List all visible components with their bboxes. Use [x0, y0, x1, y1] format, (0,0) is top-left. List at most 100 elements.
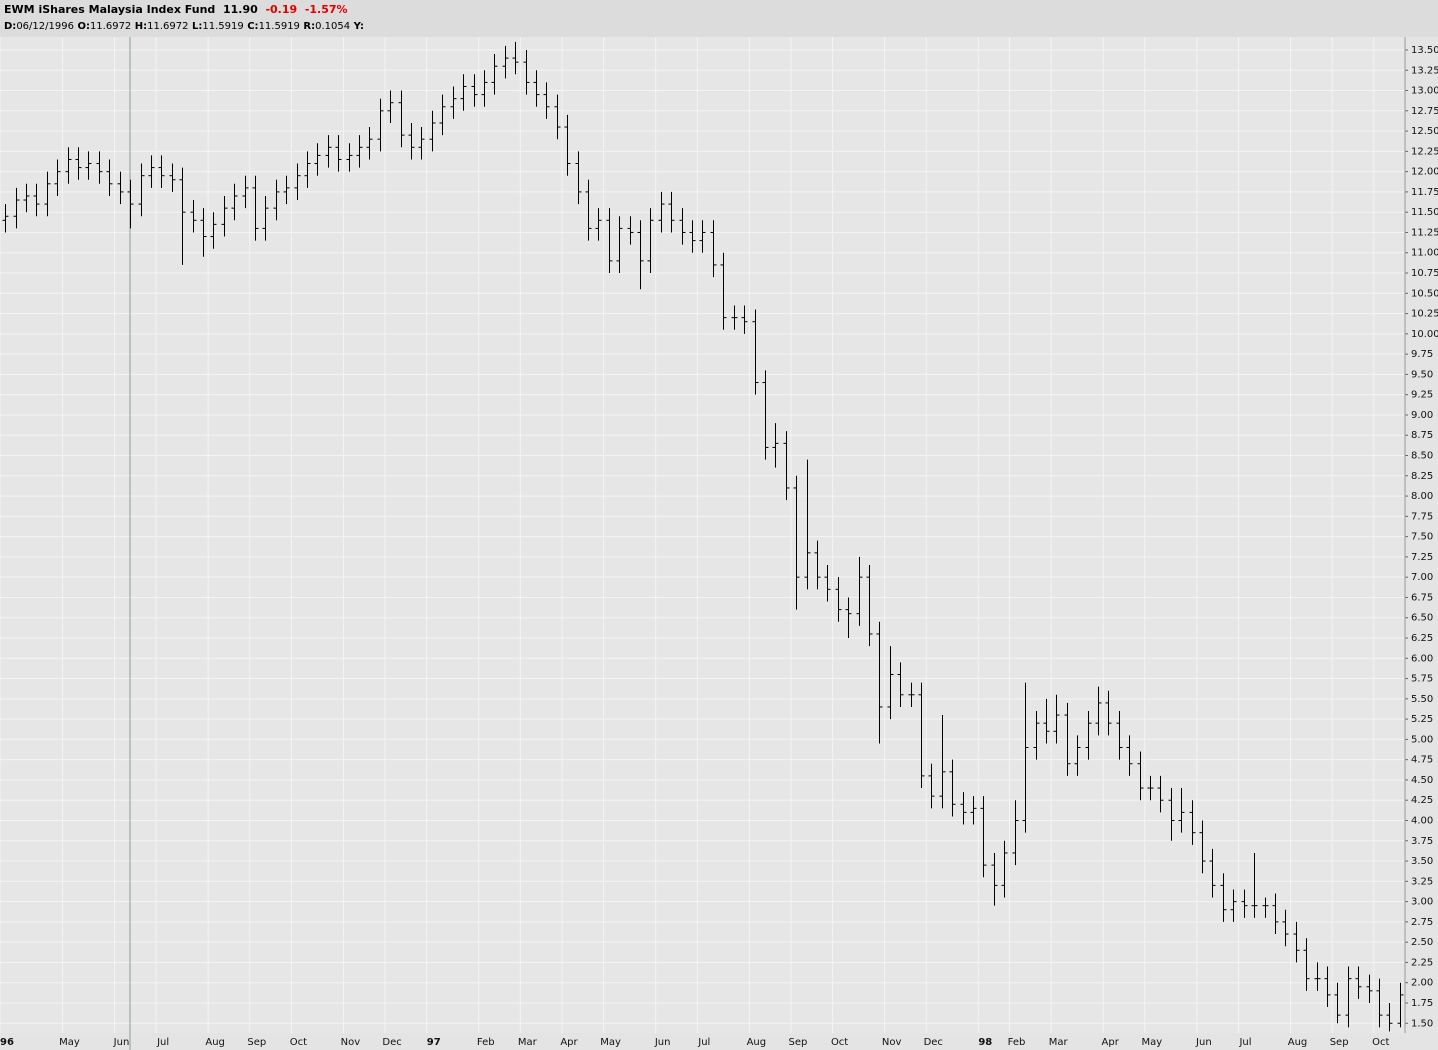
info-label: Y:: [353, 21, 364, 32]
x-tick-label: May: [600, 1037, 621, 1048]
plot-area: [0, 37, 1405, 1033]
y-tick-label: 9.00: [1411, 410, 1433, 421]
x-tick-label: Aug: [1288, 1037, 1308, 1048]
y-tick-label: 12.25: [1411, 146, 1438, 157]
x-tick-label: Jul: [697, 1037, 710, 1048]
info-label: H:: [134, 21, 148, 32]
change-pct: -1.57%: [304, 3, 348, 16]
y-tick-label: 8.00: [1411, 491, 1433, 502]
fund-name: iShares Malaysia Index Fund: [38, 3, 216, 16]
y-tick-label: 7.25: [1411, 552, 1433, 563]
x-tick-label: Oct: [1372, 1037, 1389, 1048]
x-tick-label: 97: [427, 1037, 441, 1048]
x-tick-label: Nov: [341, 1037, 361, 1048]
y-tick-label: 1.75: [1411, 998, 1433, 1009]
x-tick-label: Jun: [1195, 1037, 1212, 1048]
x-tick-label: Apr: [560, 1037, 578, 1048]
info-value: 11.6972: [89, 21, 132, 32]
x-tick-label: Jun: [113, 1037, 130, 1048]
y-tick-label: 13.25: [1411, 65, 1438, 76]
x-tick-label: Aug: [747, 1037, 767, 1048]
change: -0.19: [265, 3, 298, 16]
x-tick-label: Aug: [205, 1037, 225, 1048]
y-tick-label: 5.00: [1411, 734, 1433, 745]
x-tick-label: Jul: [156, 1037, 169, 1048]
y-tick-label: 13.50: [1411, 45, 1438, 56]
y-tick-label: 3.75: [1411, 836, 1433, 847]
y-tick-label: 4.25: [1411, 795, 1433, 806]
y-tick-label: 13.00: [1411, 86, 1438, 97]
info-value: 0.1054: [315, 21, 351, 32]
x-tick-label: 96: [0, 1037, 14, 1048]
info-label: R:: [303, 21, 316, 32]
x-tick-label: Oct: [290, 1037, 307, 1048]
y-tick-label: 2.50: [1411, 937, 1433, 948]
y-tick-label: 11.50: [1411, 207, 1438, 218]
x-tick-label: Feb: [1008, 1037, 1026, 1048]
symbol: EWM: [4, 3, 35, 16]
chart: 1.50 1.75 2.00 2.25 2.50 2.75 3.00 3.25 3.50 3.75…: [0, 37, 1438, 1050]
x-tick-label: Dec: [382, 1037, 401, 1048]
x-tick-label: Feb: [477, 1037, 495, 1048]
y-tick-label: 7.00: [1411, 572, 1433, 583]
info-value: 11.6972: [147, 21, 189, 32]
x-tick-label: Sep: [247, 1037, 266, 1048]
y-tick-label: 3.50: [1411, 856, 1433, 867]
y-tick-label: 4.75: [1411, 755, 1433, 766]
x-tick-label: Mar: [518, 1037, 538, 1048]
y-tick-label: 2.75: [1411, 917, 1433, 928]
y-tick-label: 7.50: [1411, 532, 1433, 543]
x-tick-label: May: [1141, 1037, 1162, 1048]
y-tick-label: 9.50: [1411, 369, 1433, 380]
y-tick-label: 5.75: [1411, 674, 1433, 685]
y-tick-label: 8.50: [1411, 451, 1433, 462]
y-tick-label: 10.25: [1411, 309, 1438, 320]
y-tick-label: 11.75: [1411, 187, 1438, 198]
y-tick-label: 12.75: [1411, 106, 1438, 117]
quote-line: EWM iShares Malaysia Index Fund 11.90 -0…: [4, 3, 348, 16]
y-tick-label: 8.75: [1411, 430, 1433, 441]
y-tick-label: 6.00: [1411, 653, 1433, 664]
y-tick-label: 2.00: [1411, 978, 1433, 989]
y-tick-label: 8.25: [1411, 471, 1433, 482]
y-tick-label: 9.75: [1411, 349, 1433, 360]
y-tick-label: 7.75: [1411, 511, 1433, 522]
y-tick-label: 3.00: [1411, 897, 1433, 908]
x-tick-label: Oct: [831, 1037, 848, 1048]
y-tick-label: 1.50: [1411, 1018, 1433, 1029]
info-value: 06/12/1996: [16, 21, 74, 32]
x-tick-label: Jun: [654, 1037, 671, 1048]
last-price: 11.90: [222, 3, 258, 16]
x-tick-label: Sep: [1330, 1037, 1349, 1048]
info-label: D:: [4, 21, 17, 32]
y-tick-label: 12.00: [1411, 167, 1438, 178]
x-tick-label: Nov: [882, 1037, 902, 1048]
info-label: C:: [247, 21, 259, 32]
y-tick-label: 12.50: [1411, 126, 1438, 137]
x-tick-label: May: [59, 1037, 80, 1048]
header: EWM iShares Malaysia Index Fund 11.90 -0…: [0, 0, 1438, 37]
y-tick-label: 6.75: [1411, 592, 1433, 603]
y-tick-label: 10.00: [1411, 329, 1438, 340]
y-tick-label: 9.25: [1411, 390, 1433, 401]
info-label: L:: [192, 21, 203, 32]
y-tick-label: 2.25: [1411, 957, 1433, 968]
info-line: D:06/12/1996 O:11.6972 H:11.6972 L:11.59…: [4, 21, 367, 32]
y-tick-label: 4.50: [1411, 775, 1433, 786]
info-value: 11.5919: [258, 21, 300, 32]
y-tick-label: 3.25: [1411, 876, 1433, 887]
y-tick-label: 4.00: [1411, 815, 1433, 826]
y-tick-label: 11.25: [1411, 227, 1438, 238]
x-tick-label: Dec: [924, 1037, 943, 1048]
y-tick-label: 10.75: [1411, 268, 1438, 279]
info-value: 11.5919: [202, 21, 244, 32]
y-tick-label: 6.25: [1411, 633, 1433, 644]
x-tick-label: 98: [978, 1037, 992, 1048]
info-label: O:: [77, 21, 90, 32]
x-tick-label: Apr: [1102, 1037, 1120, 1048]
x-tick-label: Mar: [1049, 1037, 1069, 1048]
y-tick-label: 5.25: [1411, 714, 1433, 725]
y-tick-label: 10.50: [1411, 288, 1438, 299]
y-tick-label: 11.00: [1411, 248, 1438, 259]
